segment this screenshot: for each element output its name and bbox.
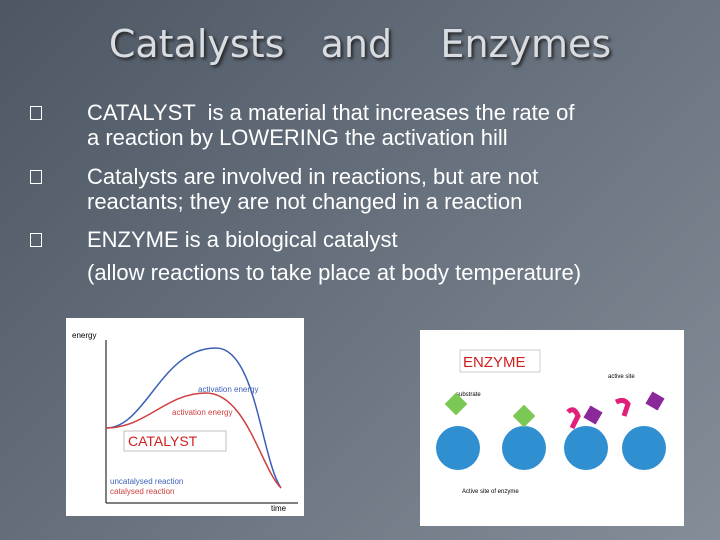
bullet-line: Catalysts are involved in reactions, but… [87,164,539,189]
caption-box [459,349,541,373]
diagram-label: substrate [456,392,481,398]
image-background [66,318,304,516]
enzyme-diagram: ENZYME active site substrate Active site… [420,330,684,526]
bullet-line: (allow reactions to take place at body t… [87,260,582,285]
caption-box [123,430,227,452]
bullet-marker [30,233,42,247]
bullet-line: ENZYME is a biological catalyst [87,227,398,252]
bullet-marker [30,170,42,184]
uncatalysed-curve [105,347,282,489]
bullet-line: reactants; they are not changed in a rea… [87,189,523,214]
diagram-caption: ENZYME [463,354,526,371]
diagram-label: Active site of enzyme [462,489,519,495]
bullet-line: CATALYST is a material that increases th… [87,100,575,125]
catalysed-curve [105,392,282,489]
axis-label: time [271,504,287,513]
diagram-label: active site [608,374,635,380]
legend-entry: catalysed reaction [110,487,174,496]
diagram-label: activation energy [198,385,258,394]
diagram-label: activation energy [172,408,232,417]
legend-entry: uncatalysed reaction [110,477,183,486]
axis-label: energy [72,331,96,340]
energy-diagram: energy time activation energy activation… [66,318,304,516]
diagram-caption: CATALYST [128,433,198,449]
slide-title: Catalysts and Enzymes [108,22,612,66]
bullet-line: a reaction by LOWERING the activation hi… [87,125,508,150]
bullet-marker [30,106,42,120]
